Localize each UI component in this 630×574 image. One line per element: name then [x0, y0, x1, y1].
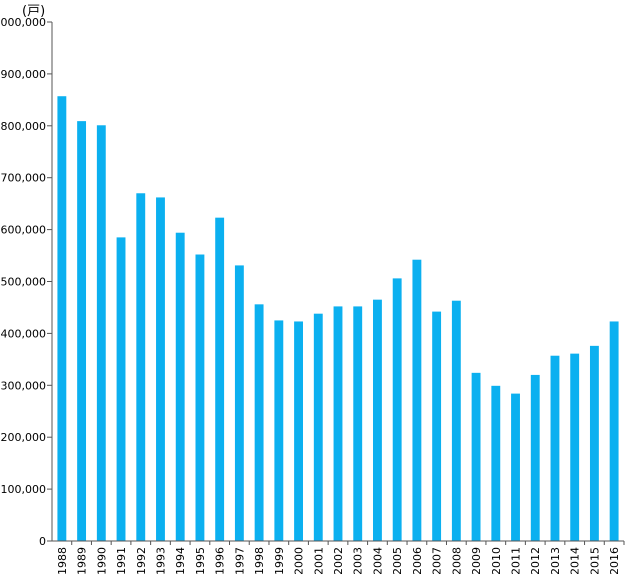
x-tick-label: 2008 [450, 547, 463, 574]
y-tick-label: 700,000 [1, 172, 47, 185]
bar-1988 [57, 96, 67, 541]
y-axis-unit-label: (戸) [22, 4, 45, 19]
bar-1998 [254, 304, 264, 541]
bar-1993 [156, 197, 165, 541]
bar-2008 [451, 300, 461, 541]
x-tick-label: 2005 [391, 547, 404, 574]
bar-2011 [511, 393, 520, 541]
x-axis-ticks: 1988 1989 1990 1991 1992 1993 1994 1995 1996 1997… [56, 541, 625, 574]
x-tick-label: 2013 [549, 547, 562, 574]
bar-2016 [609, 321, 619, 541]
x-tick-label: 1988 [56, 547, 69, 574]
bar-2013 [550, 355, 560, 541]
y-tick-label: 1,000,000 [0, 16, 46, 29]
bar-2012 [530, 374, 540, 541]
bar-2002 [333, 306, 343, 541]
y-tick-label: 100,000 [1, 483, 47, 496]
bar-1990 [96, 125, 106, 541]
bar-2007 [432, 311, 442, 541]
x-tick-label: 2007 [431, 547, 444, 574]
x-tick-label: 1993 [154, 547, 167, 574]
bar-1995 [195, 254, 205, 541]
bar-2006 [412, 259, 422, 541]
x-tick-label: 1997 [233, 547, 246, 574]
y-tick-label: 0 [39, 535, 46, 548]
y-tick-label: 600,000 [1, 224, 47, 237]
bar-2001 [313, 313, 323, 541]
bar-2003 [353, 306, 363, 541]
bars [57, 96, 619, 542]
y-tick-label: 400,000 [1, 327, 47, 340]
bar-1999 [274, 320, 284, 541]
x-tick-label: 1998 [253, 547, 266, 574]
x-tick-label: 2012 [529, 547, 542, 574]
x-tick-label: 2004 [371, 547, 384, 574]
x-tick-label: 2016 [608, 547, 621, 574]
bar-2000 [294, 321, 303, 541]
bar-2005 [392, 278, 402, 541]
bar-1997 [234, 265, 244, 541]
y-tick-label: 800,000 [1, 120, 47, 133]
y-tick-label: 900,000 [1, 68, 47, 81]
x-tick-label: 2010 [490, 547, 503, 574]
x-tick-label: 1992 [135, 547, 148, 574]
bar-2004 [373, 299, 382, 541]
bar-1991 [116, 237, 126, 541]
x-tick-label: 1994 [174, 547, 187, 574]
bar-1992 [136, 193, 146, 541]
y-tick-label: 300,000 [1, 379, 47, 392]
x-tick-label: 2014 [569, 547, 582, 574]
bar-1994 [175, 232, 185, 542]
x-tick-label: 1991 [115, 547, 128, 574]
x-tick-label: 2006 [411, 547, 424, 574]
x-tick-label: 1990 [95, 547, 108, 574]
x-tick-label: 1999 [273, 547, 286, 574]
bar-2009 [471, 372, 481, 541]
bar-2014 [570, 353, 580, 541]
x-tick-label: 2000 [293, 547, 306, 574]
bar-2015 [589, 345, 599, 541]
x-tick-label: 1996 [214, 547, 227, 574]
x-tick-label: 2002 [332, 547, 345, 574]
x-tick-label: 2009 [470, 547, 483, 574]
x-tick-label: 1995 [194, 547, 207, 574]
x-tick-label: 2015 [588, 547, 601, 574]
y-tick-label: 500,000 [1, 276, 47, 289]
y-tick-label: 200,000 [1, 431, 47, 444]
bar-1989 [77, 121, 87, 541]
x-tick-label: 2011 [510, 547, 523, 574]
x-tick-label: 2003 [352, 547, 365, 574]
x-tick-label: 2001 [312, 547, 325, 574]
x-tick-label: 1989 [76, 547, 89, 574]
bar-1996 [215, 217, 225, 541]
y-axis-ticks: 0 100,000 200,000 300,000 400,000 500,000 600,… [0, 16, 52, 548]
bar-2010 [491, 385, 501, 541]
